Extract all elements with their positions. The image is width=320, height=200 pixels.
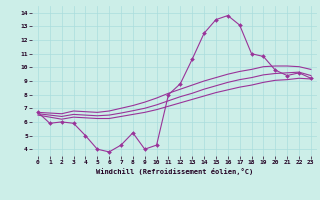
- X-axis label: Windchill (Refroidissement éolien,°C): Windchill (Refroidissement éolien,°C): [96, 168, 253, 175]
